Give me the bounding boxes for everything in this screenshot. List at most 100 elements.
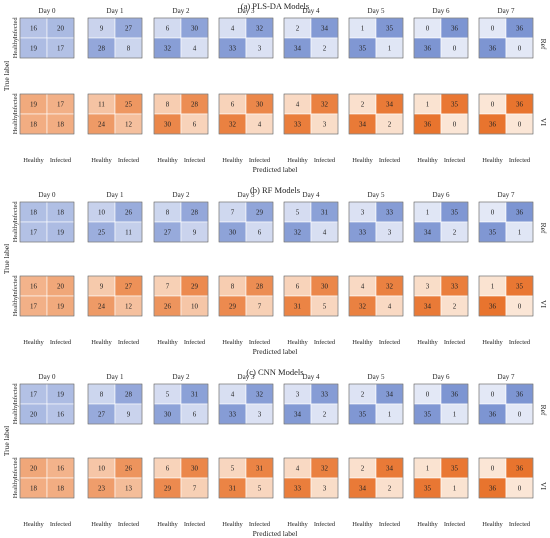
vi-cell-value: 7 xyxy=(166,283,170,291)
ref-cell-value: 0 xyxy=(491,209,495,217)
ref-cell-value: 20 xyxy=(30,411,38,419)
vi-cell-value: 0 xyxy=(518,121,522,129)
x-tick-label: Healthy xyxy=(91,157,112,164)
vi-cell-value: 6 xyxy=(231,101,235,109)
ref-cell-value: 17 xyxy=(30,229,38,237)
ref-matrix-frame xyxy=(413,201,469,243)
vi-cell-value: 31 xyxy=(256,465,264,473)
ref-cell-value: 9 xyxy=(100,25,104,33)
x-tick-label: Infected xyxy=(444,339,466,346)
x-tick-label: Healthy xyxy=(287,521,308,528)
day-header: Day 1 xyxy=(107,7,124,15)
vi-cell-value: 4 xyxy=(388,303,392,311)
vi-cell-value: 2 xyxy=(361,101,365,109)
y-tick-label: Infected xyxy=(12,201,19,223)
vi-cell-value: 4 xyxy=(296,101,300,109)
day-header: Day 2 xyxy=(173,7,190,15)
vi-cell-value: 12 xyxy=(125,121,133,129)
ref-cell-value: 33 xyxy=(321,391,329,399)
x-tick-label: Healthy xyxy=(287,157,308,164)
x-tick-label: Infected xyxy=(50,521,72,528)
vi-cell-value: 36 xyxy=(489,485,497,493)
ref-cell-value: 0 xyxy=(426,391,430,399)
vi-cell-value: 18 xyxy=(57,485,65,493)
x-tick-label: Infected xyxy=(249,339,271,346)
ref-cell-value: 6 xyxy=(166,25,170,33)
ref-matrix-frame xyxy=(218,383,274,425)
vi-matrix-frame xyxy=(87,275,143,317)
panel-title: (a) PLS-DA Models xyxy=(241,1,309,11)
vi-cell-value: 2 xyxy=(361,465,365,473)
day-header: Day 6 xyxy=(433,7,450,15)
ref-cell-value: 6 xyxy=(193,411,197,419)
vi-cell-value: 10 xyxy=(191,303,199,311)
x-tick-label: Infected xyxy=(379,521,401,528)
ref-cell-value: 36 xyxy=(451,25,459,33)
ref-cell-value: 28 xyxy=(191,209,199,217)
ref-matrix-frame xyxy=(413,17,469,59)
ref-cell-value: 35 xyxy=(424,411,432,419)
ref-cell-value: 32 xyxy=(256,25,264,33)
vi-cell-value: 4 xyxy=(361,283,365,291)
ref-matrix-frame xyxy=(283,383,339,425)
ref-cell-value: 7 xyxy=(231,209,235,217)
x-tick-label: Healthy xyxy=(157,521,178,528)
vi-matrix-frame xyxy=(413,275,469,317)
ref-matrix-frame xyxy=(153,17,209,59)
vi-cell-value: 33 xyxy=(294,485,302,493)
vi-cell-value: 34 xyxy=(359,485,367,493)
vi-cell-value: 30 xyxy=(321,283,329,291)
ref-cell-value: 18 xyxy=(30,209,38,217)
ref-cell-value: 10 xyxy=(98,209,106,217)
y-tick-label: Infected xyxy=(12,275,19,297)
vi-cell-value: 24 xyxy=(98,303,106,311)
ref-cell-value: 16 xyxy=(57,411,65,419)
ref-cell-value: 5 xyxy=(296,209,300,217)
ref-cell-value: 36 xyxy=(424,45,432,53)
vi-cell-value: 30 xyxy=(256,101,264,109)
ref-matrix-frame xyxy=(153,201,209,243)
ref-cell-value: 8 xyxy=(166,209,170,217)
day-header: Day 0 xyxy=(39,7,56,15)
vi-matrix-frame xyxy=(283,93,339,135)
ref-cell-value: 11 xyxy=(125,229,132,237)
day-header: Day 4 xyxy=(303,373,320,381)
ref-matrix-frame xyxy=(348,201,404,243)
ref-cell-value: 34 xyxy=(294,411,302,419)
ref-cell-value: 6 xyxy=(258,229,262,237)
vi-cell-value: 35 xyxy=(516,283,524,291)
vi-cell-value: 31 xyxy=(229,485,237,493)
ref-cell-value: 30 xyxy=(229,229,237,237)
ref-matrix-frame xyxy=(19,17,75,59)
vi-cell-value: 32 xyxy=(321,101,329,109)
vi-matrix-frame xyxy=(218,93,274,135)
vi-matrix-frame xyxy=(413,457,469,499)
ref-cell-value: 1 xyxy=(453,411,457,419)
vi-cell-value: 32 xyxy=(321,465,329,473)
day-header: Day 6 xyxy=(433,373,450,381)
x-tick-label: Healthy xyxy=(482,521,503,528)
vi-cell-value: 36 xyxy=(516,465,524,473)
day-header: Day 4 xyxy=(303,7,320,15)
vi-cell-value: 17 xyxy=(57,101,65,109)
x-tick-label: Healthy xyxy=(222,521,243,528)
ref-cell-value: 1 xyxy=(388,45,392,53)
x-tick-label: Healthy xyxy=(157,339,178,346)
x-tick-label: Infected xyxy=(509,521,531,528)
ref-cell-value: 28 xyxy=(125,391,133,399)
vi-matrix-frame xyxy=(218,275,274,317)
ref-cell-value: 35 xyxy=(451,209,459,217)
ref-cell-value: 20 xyxy=(57,25,65,33)
ref-cell-value: 3 xyxy=(296,391,300,399)
vi-cell-value: 5 xyxy=(231,465,235,473)
ref-cell-value: 3 xyxy=(258,45,262,53)
vi-cell-value: 6 xyxy=(296,283,300,291)
vi-matrix-frame xyxy=(478,275,534,317)
ref-matrix-frame xyxy=(348,17,404,59)
vi-cell-value: 6 xyxy=(166,465,170,473)
vi-cell-value: 18 xyxy=(57,121,65,129)
vi-cell-value: 6 xyxy=(193,121,197,129)
y-tick-label: Infected xyxy=(12,93,19,115)
ref-cell-value: 33 xyxy=(229,411,237,419)
ref-cell-value: 31 xyxy=(321,209,329,217)
